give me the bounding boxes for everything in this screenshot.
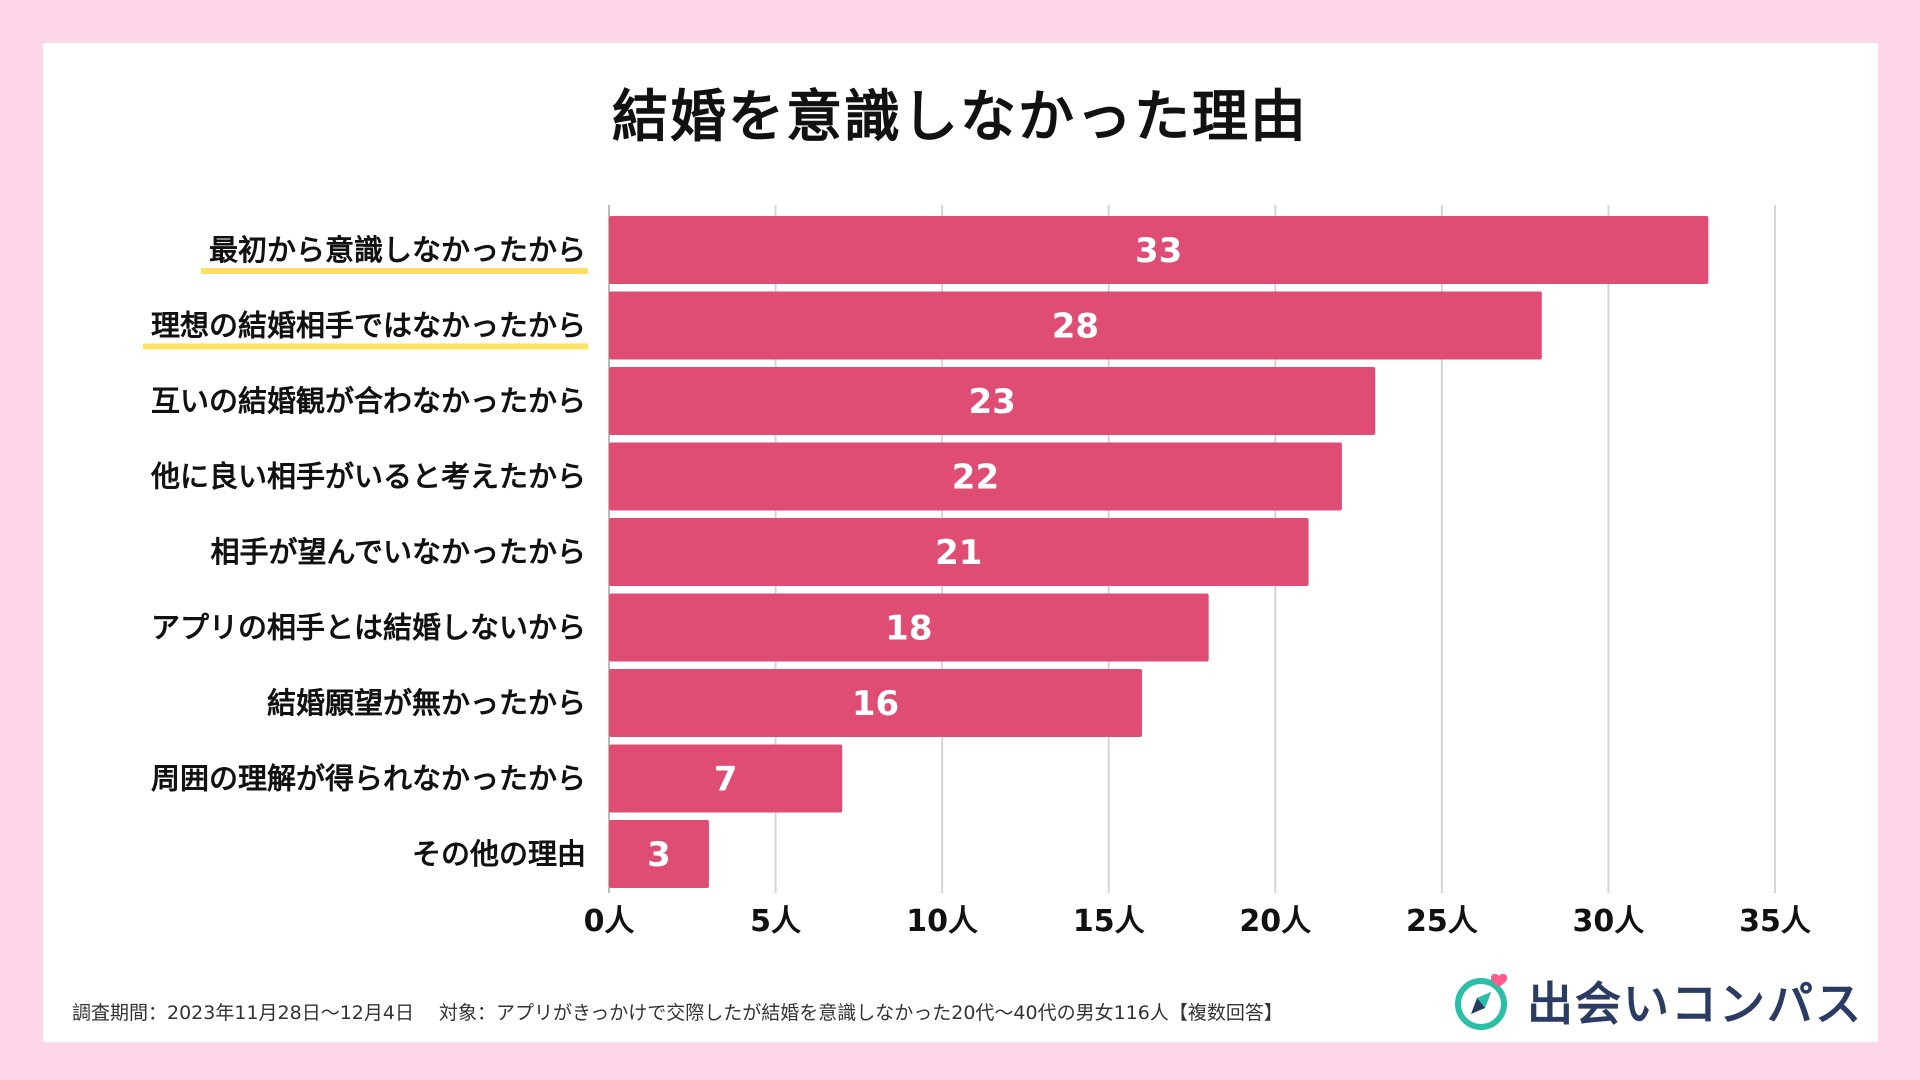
- bar: [609, 442, 1342, 511]
- x-tick-label: 0人: [584, 904, 635, 939]
- category-label: その他の理由: [412, 837, 586, 871]
- category-label: 他に良い相手がいると考えたから: [150, 460, 586, 494]
- category-highlight: [142, 343, 588, 350]
- category-highlight: [200, 268, 588, 274]
- bar-value-label: 3: [647, 835, 671, 875]
- bar-value-label: 23: [968, 382, 1015, 422]
- survey-footnote: 調査期間：2023年11月28日〜12月4日 対象：アプリがきっかけで交際したが…: [72, 1002, 1283, 1024]
- bar: [609, 820, 709, 888]
- x-tick-label: 30人: [1573, 904, 1645, 939]
- category-label: 結婚願望が無かったから: [267, 686, 586, 720]
- brand-logo: 出会いコンパス: [1453, 968, 1863, 1034]
- bar: [609, 518, 1309, 586]
- x-tick-label: 20人: [1239, 904, 1311, 939]
- bar: [609, 593, 1209, 662]
- x-tick-label: 15人: [1073, 904, 1145, 939]
- bar-value-label: 7: [714, 760, 738, 800]
- x-tick-label: 5人: [750, 904, 801, 939]
- category-label: 周囲の理解が得られなかったから: [151, 762, 586, 796]
- category-label: 最初から意識しなかったから: [209, 233, 586, 267]
- bar: [609, 367, 1376, 435]
- category-label: 互いの結婚観が合わなかったから: [151, 384, 586, 418]
- bar-value-label: 18: [885, 609, 932, 649]
- bar-value-label: 33: [1135, 231, 1182, 271]
- bar: [609, 669, 1143, 737]
- bar: [609, 216, 1709, 284]
- bar-value-label: 21: [935, 533, 982, 573]
- compass-heart-icon: [1453, 970, 1515, 1032]
- bar-value-label: 16: [852, 684, 899, 724]
- chart-title: 結婚を意識しなかった理由: [612, 85, 1308, 150]
- category-label: アプリの相手とは結婚しないから: [151, 611, 586, 645]
- x-tick-label: 25人: [1406, 904, 1478, 939]
- bar-value-label: 22: [952, 458, 999, 498]
- x-tick-label: 35人: [1739, 904, 1811, 939]
- category-label: 相手が望んでいなかったから: [210, 535, 586, 569]
- bar-value-label: 28: [1052, 307, 1099, 347]
- bar: [609, 744, 843, 813]
- bar: [609, 291, 1542, 360]
- brand-name: 出会いコンパス: [1527, 977, 1863, 1031]
- x-tick-label: 10人: [906, 904, 978, 939]
- category-label: 理想の結婚相手ではなかったから: [151, 309, 586, 343]
